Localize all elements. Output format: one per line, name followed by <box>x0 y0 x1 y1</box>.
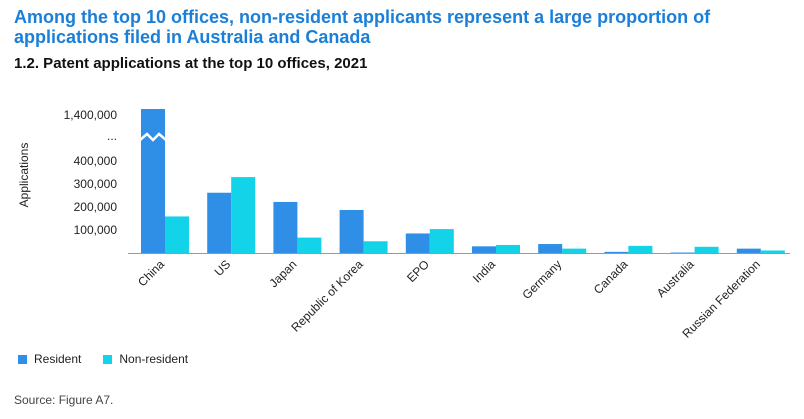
x-tick-label: US <box>212 257 234 279</box>
bar-non-resident <box>562 248 587 253</box>
y-tick-label: ... <box>107 129 117 143</box>
bar-non-resident <box>628 245 653 253</box>
legend-item-non-resident: Non-resident <box>103 352 188 366</box>
bar-resident <box>141 109 165 254</box>
bar-non-resident <box>363 241 388 253</box>
x-tick-label: Republic of Korea <box>288 257 366 335</box>
bar-non-resident <box>496 244 520 253</box>
y-tick-label: 200,000 <box>74 200 118 214</box>
legend: Resident Non-resident <box>18 352 188 366</box>
bar-resident <box>273 201 298 253</box>
legend-swatch-resident <box>18 354 27 364</box>
bar-resident <box>736 248 761 253</box>
x-tick-label: Canada <box>591 257 631 297</box>
x-tick-label: Australia <box>654 257 697 300</box>
bar-resident <box>339 209 364 253</box>
legend-label-non-resident: Non-resident <box>119 352 189 366</box>
bar-non-resident <box>429 229 454 253</box>
bar-resident <box>207 192 232 253</box>
x-tick-label: Germany <box>520 257 565 302</box>
y-tick-label: 1,400,000 <box>64 108 118 122</box>
bar-non-resident <box>165 216 189 253</box>
bar-resident <box>472 246 496 253</box>
bar-non-resident <box>231 177 256 253</box>
x-tick-label: India <box>470 257 499 286</box>
y-tick-label: 400,000 <box>74 154 118 168</box>
legend-item-resident: Resident <box>18 352 81 366</box>
x-tick-label: Japan <box>266 257 299 290</box>
chart-subtitle: 1.2. Patent applications at the top 10 o… <box>14 55 368 72</box>
bar-resident <box>405 233 430 253</box>
chart-headline: Among the top 10 offices, non-resident a… <box>14 7 711 47</box>
y-axis-title: Applications <box>17 143 31 208</box>
bar-resident <box>538 244 563 253</box>
x-tick-label: China <box>135 257 167 289</box>
y-tick-label: 300,000 <box>74 177 118 191</box>
bar-resident <box>604 251 629 253</box>
x-tick-label: EPO <box>404 257 432 285</box>
y-tick-label: 100,000 <box>74 223 118 237</box>
axis-break-marker <box>139 132 167 142</box>
bar-non-resident <box>694 246 719 253</box>
legend-swatch-non-resident <box>103 354 113 364</box>
bar-non-resident <box>760 250 785 253</box>
source-note: Source: Figure A7. <box>14 393 114 407</box>
bar-chart: 100,000 200,000 300,000 400,000... 1,400,000… <box>17 108 790 341</box>
bar-non-resident <box>297 237 322 253</box>
legend-label-resident: Resident <box>34 352 82 366</box>
